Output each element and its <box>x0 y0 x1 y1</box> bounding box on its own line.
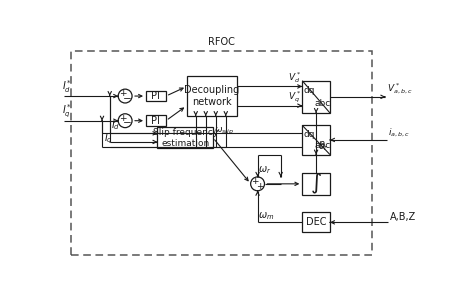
Text: dq: dq <box>304 130 315 139</box>
Text: PI: PI <box>152 116 160 126</box>
Text: $I_d^*$: $I_d^*$ <box>62 78 72 95</box>
Text: abc: abc <box>315 99 331 108</box>
Text: abc: abc <box>315 141 331 150</box>
Bar <box>146 91 166 101</box>
Bar <box>302 212 330 232</box>
Bar <box>302 125 330 154</box>
Text: $\omega_{slip}$: $\omega_{slip}$ <box>214 126 234 137</box>
Text: $\omega_r$: $\omega_r$ <box>258 164 272 176</box>
Bar <box>146 115 166 126</box>
Text: $I_d$: $I_d$ <box>111 118 121 132</box>
Text: $i_{a,b,c}$: $i_{a,b,c}$ <box>388 127 411 139</box>
Text: RFOC: RFOC <box>208 37 235 47</box>
Text: dq: dq <box>304 86 315 95</box>
Text: $\int$: $\int$ <box>310 172 322 196</box>
Text: $V_q^*$: $V_q^*$ <box>288 89 302 104</box>
Bar <box>158 127 213 148</box>
Text: +: + <box>119 114 126 123</box>
Text: +: + <box>256 182 264 191</box>
Text: $I_q$: $I_q$ <box>104 131 112 146</box>
Text: $V_d^*$: $V_d^*$ <box>288 70 302 85</box>
Bar <box>187 76 237 116</box>
Text: $\omega_m$: $\omega_m$ <box>258 210 274 222</box>
Text: $V_{a,b,c}^*$: $V_{a,b,c}^*$ <box>387 81 413 96</box>
Text: Slip frequency
estimation: Slip frequency estimation <box>153 128 218 148</box>
Text: $I_q^*$: $I_q^*$ <box>62 102 72 119</box>
Text: Decoupling
network: Decoupling network <box>184 85 239 107</box>
Text: $\theta_r$: $\theta_r$ <box>318 139 329 153</box>
Text: +: + <box>251 177 259 186</box>
Text: PI: PI <box>152 91 160 101</box>
Text: −: − <box>123 118 132 128</box>
Text: +: + <box>119 89 126 98</box>
Bar <box>71 51 372 256</box>
Bar <box>302 81 330 113</box>
Bar <box>302 173 330 195</box>
Text: A,B,Z: A,B,Z <box>390 212 416 222</box>
Text: −: − <box>123 94 132 104</box>
Text: DEC: DEC <box>306 217 326 227</box>
